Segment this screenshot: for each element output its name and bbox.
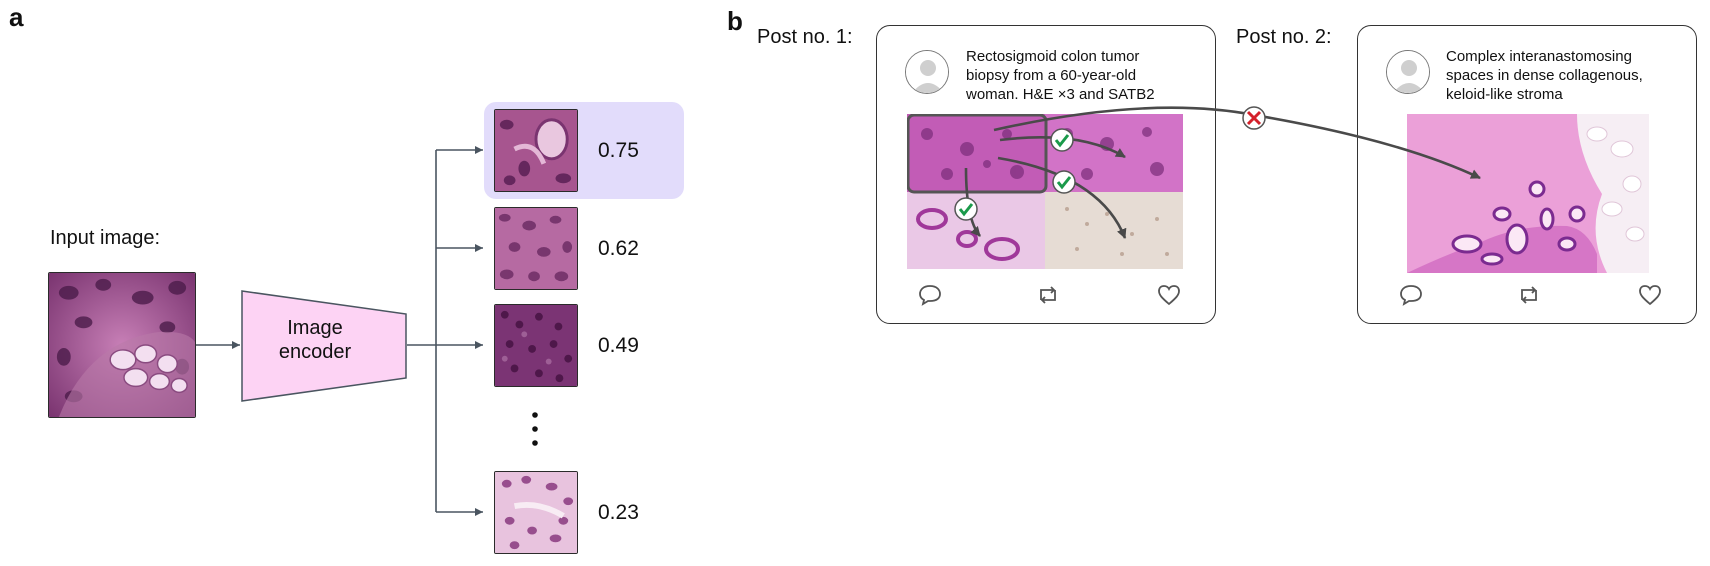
result-score-3: 0.49	[598, 334, 639, 357]
post1-label: Post no. 1:	[757, 26, 853, 48]
post2-caption: Complex interanastomosing spaces in dens…	[1446, 47, 1686, 104]
post2-label: Post no. 2:	[1236, 26, 1332, 48]
panel-a-arrows	[196, 146, 483, 516]
panel-b-letter: b	[727, 6, 743, 36]
result-score-4: 0.23	[598, 501, 639, 524]
vertical-ellipsis-icon	[532, 412, 538, 446]
image-encoder-block	[241, 290, 407, 402]
post1-caption: Rectosigmoid colon tumor biopsy from a 6…	[966, 47, 1206, 104]
post1-caption-line1: Rectosigmoid colon tumor	[966, 48, 1140, 65]
encoder-label-line2: encoder	[278, 341, 352, 363]
result-patch-4	[494, 471, 578, 554]
panel-b-arrows	[954, 106, 1481, 239]
result-score-2: 0.62	[598, 237, 639, 260]
panel-a-letter: a	[9, 2, 24, 32]
post1-caption-line2: biopsy from a 60-year-old	[966, 67, 1137, 84]
input-image-label: Input image:	[50, 227, 161, 249]
match-check-icon-3	[954, 197, 978, 221]
mismatch-cross-icon	[1242, 106, 1266, 130]
post2-caption-line1: Complex interanastomosing	[1446, 48, 1632, 65]
result-score-1: 0.75	[598, 139, 639, 162]
post2-caption-line2: spaces in dense collagenous,	[1446, 67, 1643, 84]
result-patch-3	[494, 304, 578, 387]
post1-repost-icon[interactable]	[1036, 284, 1060, 306]
result-patch-2	[494, 207, 578, 290]
post1-caption-line3: woman. H&E ×3 and SATB2	[966, 86, 1155, 103]
post2-image	[1407, 114, 1649, 273]
image-encoder-label: Image encoder	[250, 316, 380, 364]
match-check-icon-1	[1050, 128, 1074, 152]
post1-comment-icon[interactable]	[918, 284, 942, 306]
post2-caption-line3: keloid-like stroma	[1446, 86, 1563, 103]
post2-comment-icon[interactable]	[1399, 284, 1423, 306]
post2-avatar-icon	[1386, 50, 1430, 94]
post1-avatar-icon	[905, 50, 949, 94]
post2-like-icon[interactable]	[1638, 284, 1662, 306]
match-check-icon-2	[1052, 170, 1076, 194]
post1-like-icon[interactable]	[1157, 284, 1181, 306]
input-histology-patch	[48, 272, 196, 418]
result-patch-1	[494, 109, 578, 192]
encoder-label-line1: Image	[287, 317, 343, 339]
post2-repost-icon[interactable]	[1517, 284, 1541, 306]
